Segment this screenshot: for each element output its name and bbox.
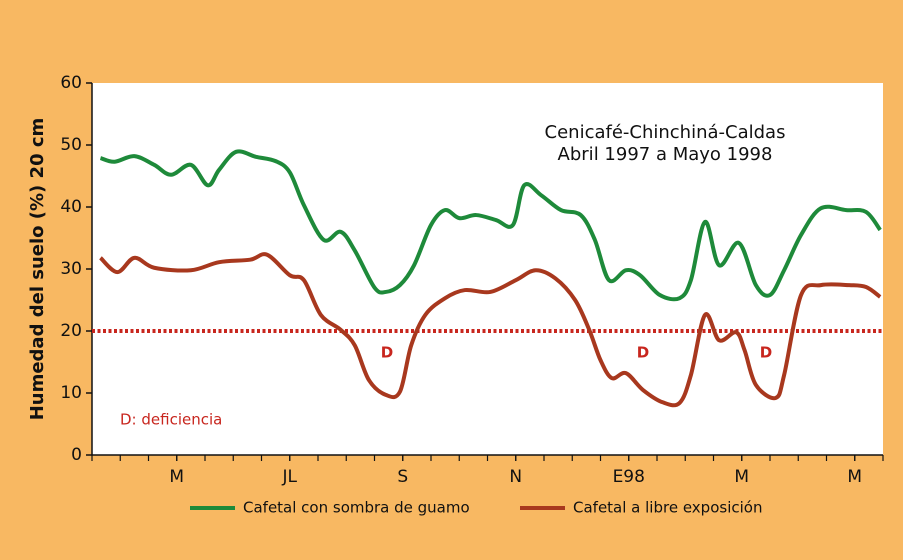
y-tick-label: 40 xyxy=(60,197,82,217)
x-tick-label: S xyxy=(397,467,408,487)
y-tick-label: 20 xyxy=(60,321,82,341)
annotation: D xyxy=(381,344,393,362)
annotation: D xyxy=(637,344,649,362)
y-tick-label: 0 xyxy=(71,445,82,465)
x-tick-label: N xyxy=(509,467,522,487)
chart-title: Cenicafé-Chinchiná-Caldas xyxy=(545,122,786,143)
annotation: D xyxy=(760,344,772,362)
line-series xyxy=(99,252,882,408)
legend-label: Cafetal con sombra de guamo xyxy=(243,499,470,517)
y-tick-label: 10 xyxy=(60,383,82,403)
y-axis-label: Humedad del suelo (%) 20 cm xyxy=(27,118,48,421)
y-tick-label: 60 xyxy=(60,73,82,93)
y-tick-label: 30 xyxy=(60,259,82,279)
x-tick-label: M xyxy=(847,467,862,487)
line-series xyxy=(99,149,882,302)
x-tick-label: M xyxy=(734,467,749,487)
chart-subtitle: Abril 1997 a Mayo 1998 xyxy=(558,144,773,165)
y-tick-label: 50 xyxy=(60,135,82,155)
legend-label: Cafetal a libre exposición xyxy=(573,499,762,517)
x-tick-label: JL xyxy=(282,467,298,487)
x-tick-label: E98 xyxy=(613,467,645,487)
annotation: D: deficiencia xyxy=(120,411,222,429)
x-tick-label: M xyxy=(169,467,184,487)
